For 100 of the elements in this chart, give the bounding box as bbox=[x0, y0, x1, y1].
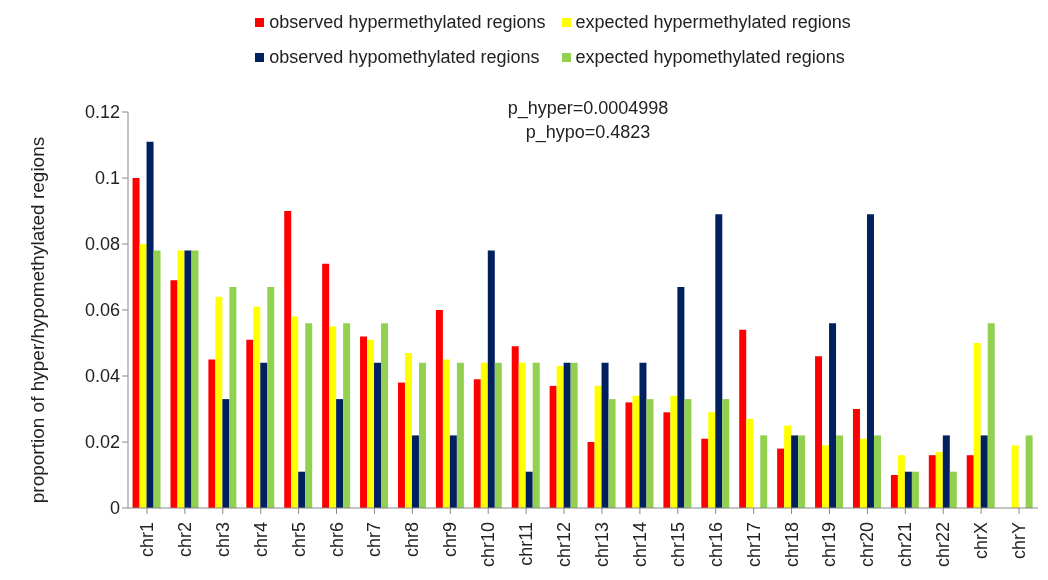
annotation: p_hyper=0.0004998 bbox=[506, 97, 670, 120]
bar bbox=[511, 346, 519, 508]
legend-label: observed hypomethylated regions bbox=[269, 47, 540, 68]
bar bbox=[684, 399, 692, 508]
bar bbox=[518, 362, 526, 508]
bar bbox=[208, 359, 216, 508]
bar bbox=[549, 385, 557, 508]
x-tick-label: chr6 bbox=[326, 522, 347, 558]
bar bbox=[284, 211, 292, 508]
bar bbox=[570, 362, 578, 508]
bar bbox=[215, 296, 223, 508]
bar bbox=[987, 323, 995, 508]
bar bbox=[246, 339, 254, 508]
bar bbox=[191, 250, 199, 508]
y-tick-label: 0.08 bbox=[84, 234, 120, 255]
bar bbox=[911, 471, 919, 508]
bar bbox=[418, 362, 426, 508]
bar bbox=[442, 359, 450, 508]
bar bbox=[784, 425, 792, 508]
bar bbox=[798, 435, 806, 508]
x-tick-label: chr16 bbox=[705, 522, 726, 568]
bar bbox=[1025, 435, 1033, 508]
y-tick-label: 0 bbox=[109, 498, 120, 519]
bar bbox=[646, 399, 654, 508]
x-tick-label: chr14 bbox=[629, 522, 650, 568]
bar bbox=[525, 471, 533, 508]
x-tick-label: chr10 bbox=[478, 522, 499, 568]
bar bbox=[435, 310, 443, 508]
x-tick-label: chr4 bbox=[250, 522, 271, 558]
bar bbox=[298, 471, 306, 508]
x-tick-label: chr11 bbox=[516, 522, 537, 566]
legend-label: expected hypermethylated regions bbox=[575, 12, 851, 33]
x-tick-label: chr22 bbox=[933, 522, 954, 568]
bar bbox=[305, 323, 313, 508]
bar bbox=[177, 250, 185, 508]
x-tick-label: chr15 bbox=[667, 522, 688, 568]
bar bbox=[677, 286, 685, 508]
bar bbox=[587, 442, 595, 508]
x-tick-label: chr5 bbox=[288, 522, 309, 558]
bar bbox=[935, 451, 943, 508]
bar bbox=[715, 214, 723, 508]
x-tick-label: chr9 bbox=[440, 522, 461, 558]
bar bbox=[866, 214, 874, 508]
bar bbox=[449, 435, 457, 508]
bar bbox=[746, 418, 754, 508]
bar bbox=[291, 316, 299, 508]
bar bbox=[701, 438, 709, 508]
bar bbox=[1011, 445, 1019, 508]
bar bbox=[222, 399, 230, 508]
bar bbox=[791, 435, 799, 508]
bar bbox=[170, 280, 178, 508]
x-tick-label: chr3 bbox=[212, 522, 233, 558]
bar bbox=[253, 306, 261, 508]
bar bbox=[329, 326, 337, 508]
legend-label: expected hypomethylated regions bbox=[575, 47, 845, 68]
bar bbox=[184, 250, 192, 508]
bar bbox=[139, 244, 147, 508]
y-tick-label: 0.02 bbox=[84, 432, 120, 453]
bar bbox=[949, 471, 957, 508]
bar bbox=[411, 435, 419, 508]
bar bbox=[973, 343, 981, 508]
bar bbox=[829, 323, 837, 508]
bar bbox=[494, 362, 502, 508]
bar bbox=[343, 323, 351, 508]
bar bbox=[670, 395, 678, 508]
bar bbox=[639, 362, 647, 508]
x-tick-label: chr7 bbox=[364, 522, 385, 558]
bar bbox=[556, 366, 564, 508]
bar bbox=[928, 455, 936, 508]
y-tick-label: 0.04 bbox=[84, 366, 120, 387]
bar bbox=[456, 362, 464, 508]
bar bbox=[942, 435, 950, 508]
bar bbox=[153, 250, 161, 508]
bar bbox=[980, 435, 988, 508]
bar bbox=[739, 329, 747, 508]
bar bbox=[374, 362, 382, 508]
x-tick-label: chr2 bbox=[174, 522, 195, 558]
bar bbox=[260, 362, 268, 508]
bar bbox=[966, 455, 974, 508]
bar bbox=[904, 471, 912, 508]
x-tick-label: chr17 bbox=[743, 522, 764, 568]
bar bbox=[822, 445, 830, 508]
bar bbox=[473, 379, 481, 508]
bar bbox=[608, 399, 616, 508]
bar bbox=[836, 435, 844, 508]
bar bbox=[663, 412, 671, 508]
bar bbox=[722, 399, 730, 508]
bar bbox=[897, 455, 905, 508]
x-tick-label: chr13 bbox=[591, 522, 612, 568]
bar bbox=[229, 286, 237, 508]
bar bbox=[381, 323, 389, 508]
bar bbox=[367, 339, 375, 508]
bar bbox=[132, 178, 140, 508]
bar bbox=[267, 286, 275, 508]
x-tick-label: chr21 bbox=[895, 522, 916, 568]
bar bbox=[594, 385, 602, 508]
bar bbox=[336, 399, 344, 508]
bar bbox=[708, 412, 716, 508]
y-tick-label: 0.1 bbox=[94, 168, 120, 189]
bar bbox=[890, 475, 898, 508]
